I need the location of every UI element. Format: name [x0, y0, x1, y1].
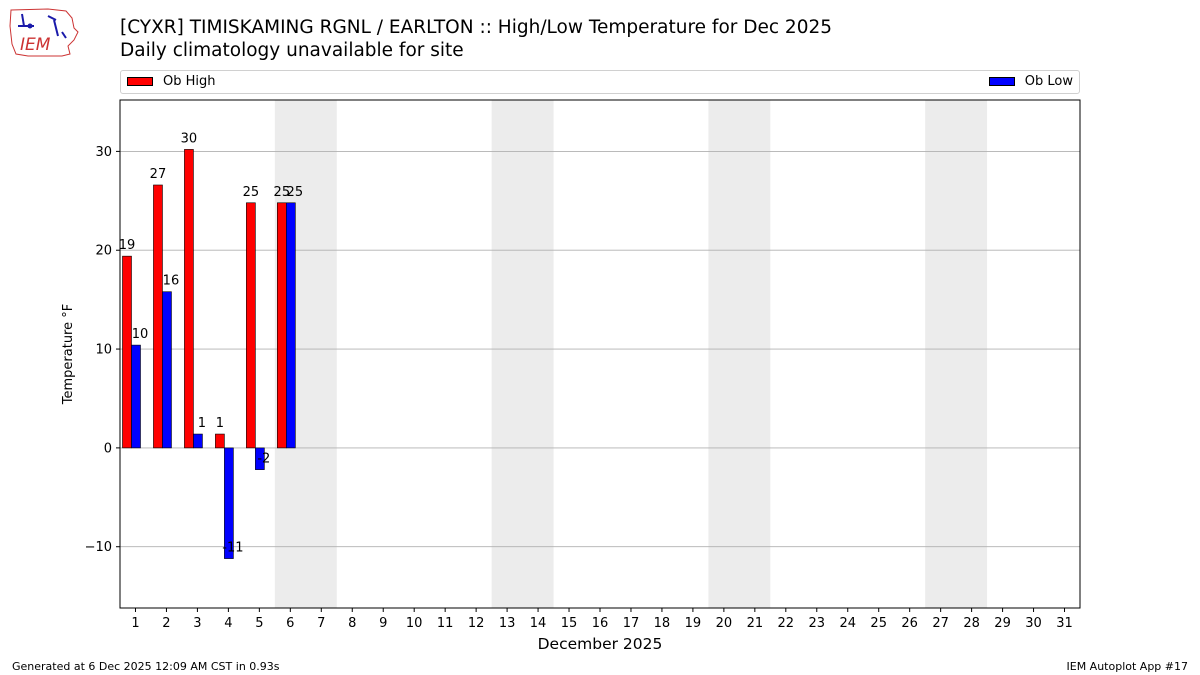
data-label-high-3: 30 — [181, 131, 198, 146]
bar-high-6 — [277, 202, 287, 449]
x-tick-label-16: 16 — [592, 616, 609, 631]
x-tick-label-13: 13 — [499, 616, 516, 631]
bar-low-5 — [255, 447, 265, 470]
bar-low-6 — [286, 202, 296, 449]
bar-high-2 — [153, 184, 163, 449]
x-tick-label-2: 2 — [162, 616, 170, 631]
logo-text: IEM — [20, 35, 51, 55]
bar-low-1 — [131, 344, 141, 449]
x-tick-label-11: 11 — [437, 616, 454, 631]
iem-logo: IEM — [9, 8, 79, 57]
x-tick-label-29: 29 — [994, 616, 1011, 631]
legend-swatch-low — [988, 77, 1015, 86]
y-tick-label--10: −10 — [85, 540, 112, 555]
data-label-high-1: 19 — [119, 238, 136, 253]
data-label-low-5: -2 — [257, 452, 270, 467]
legend: Ob High Ob Low — [120, 70, 1080, 94]
bar-high-5 — [246, 202, 256, 449]
x-tick-label-9: 9 — [379, 616, 387, 631]
legend-item-low: Ob Low — [988, 74, 1073, 89]
bar-low-4 — [224, 447, 234, 559]
bar-high-3 — [184, 149, 194, 449]
data-label-low-2: 16 — [163, 274, 180, 289]
footer-generated: Generated at 6 Dec 2025 12:09 AM CST in … — [12, 660, 280, 673]
data-label-low-4: -11 — [222, 541, 243, 556]
data-label-low-3: 1 — [198, 416, 206, 431]
data-label-low-1: 10 — [132, 327, 149, 342]
legend-label-low: Ob Low — [1024, 74, 1073, 89]
x-tick-label-12: 12 — [468, 616, 485, 631]
x-tick-label-26: 26 — [901, 616, 918, 631]
y-axis-label: Temperature °F — [61, 304, 76, 405]
x-tick-label-3: 3 — [193, 616, 201, 631]
x-axis-label: December 2025 — [538, 635, 663, 653]
plot-frame — [119, 99, 1081, 609]
data-label-low-6: 25 — [287, 185, 304, 200]
x-tick-label-24: 24 — [839, 616, 856, 631]
bar-high-4 — [215, 433, 225, 449]
data-label-high-2: 27 — [150, 167, 167, 182]
x-tick-label-10: 10 — [406, 616, 423, 631]
footer-app: IEM Autoplot App #17 — [1066, 660, 1189, 673]
x-tick-label-30: 30 — [1025, 616, 1042, 631]
x-tick-label-15: 15 — [561, 616, 578, 631]
x-tick-label-14: 14 — [530, 616, 547, 631]
y-tick-label-0: 0 — [104, 441, 112, 456]
x-tick-label-5: 5 — [255, 616, 263, 631]
legend-label-high: Ob High — [163, 74, 216, 89]
bar-low-3 — [193, 433, 203, 449]
x-tick-label-8: 8 — [348, 616, 356, 631]
y-tick-label-10: 10 — [95, 343, 112, 358]
x-tick-label-27: 27 — [932, 616, 949, 631]
data-label-high-4: 1 — [216, 416, 224, 431]
legend-item-high: Ob High — [127, 74, 216, 89]
chart-subtitle: Daily climatology unavailable for site — [120, 40, 464, 61]
weekend-shade-3 — [925, 100, 988, 608]
x-tick-label-25: 25 — [870, 616, 887, 631]
x-tick-label-22: 22 — [778, 616, 795, 631]
x-tick-label-1: 1 — [131, 616, 139, 631]
x-tick-label-6: 6 — [286, 616, 294, 631]
bar-high-1 — [122, 255, 132, 449]
y-tick-label-20: 20 — [95, 244, 112, 259]
x-tick-label-7: 7 — [317, 616, 325, 631]
x-tick-label-23: 23 — [809, 616, 826, 631]
x-tick-label-18: 18 — [654, 616, 671, 631]
x-tick-label-19: 19 — [685, 616, 702, 631]
x-tick-label-31: 31 — [1056, 616, 1073, 631]
data-label-high-5: 25 — [243, 185, 260, 200]
x-tick-label-20: 20 — [716, 616, 733, 631]
x-tick-label-17: 17 — [623, 616, 640, 631]
bar-low-2 — [162, 291, 172, 449]
weekend-shade-1 — [491, 100, 554, 608]
weekend-shade-2 — [708, 100, 771, 608]
x-tick-label-4: 4 — [224, 616, 232, 631]
y-tick-label-30: 30 — [95, 145, 112, 160]
legend-swatch-high — [127, 77, 153, 86]
data-label-high-6: 25 — [274, 185, 291, 200]
x-tick-label-21: 21 — [747, 616, 764, 631]
chart-title: [CYXR] TIMISKAMING RGNL / EARLTON :: Hig… — [120, 17, 833, 38]
x-tick-label-28: 28 — [963, 616, 980, 631]
